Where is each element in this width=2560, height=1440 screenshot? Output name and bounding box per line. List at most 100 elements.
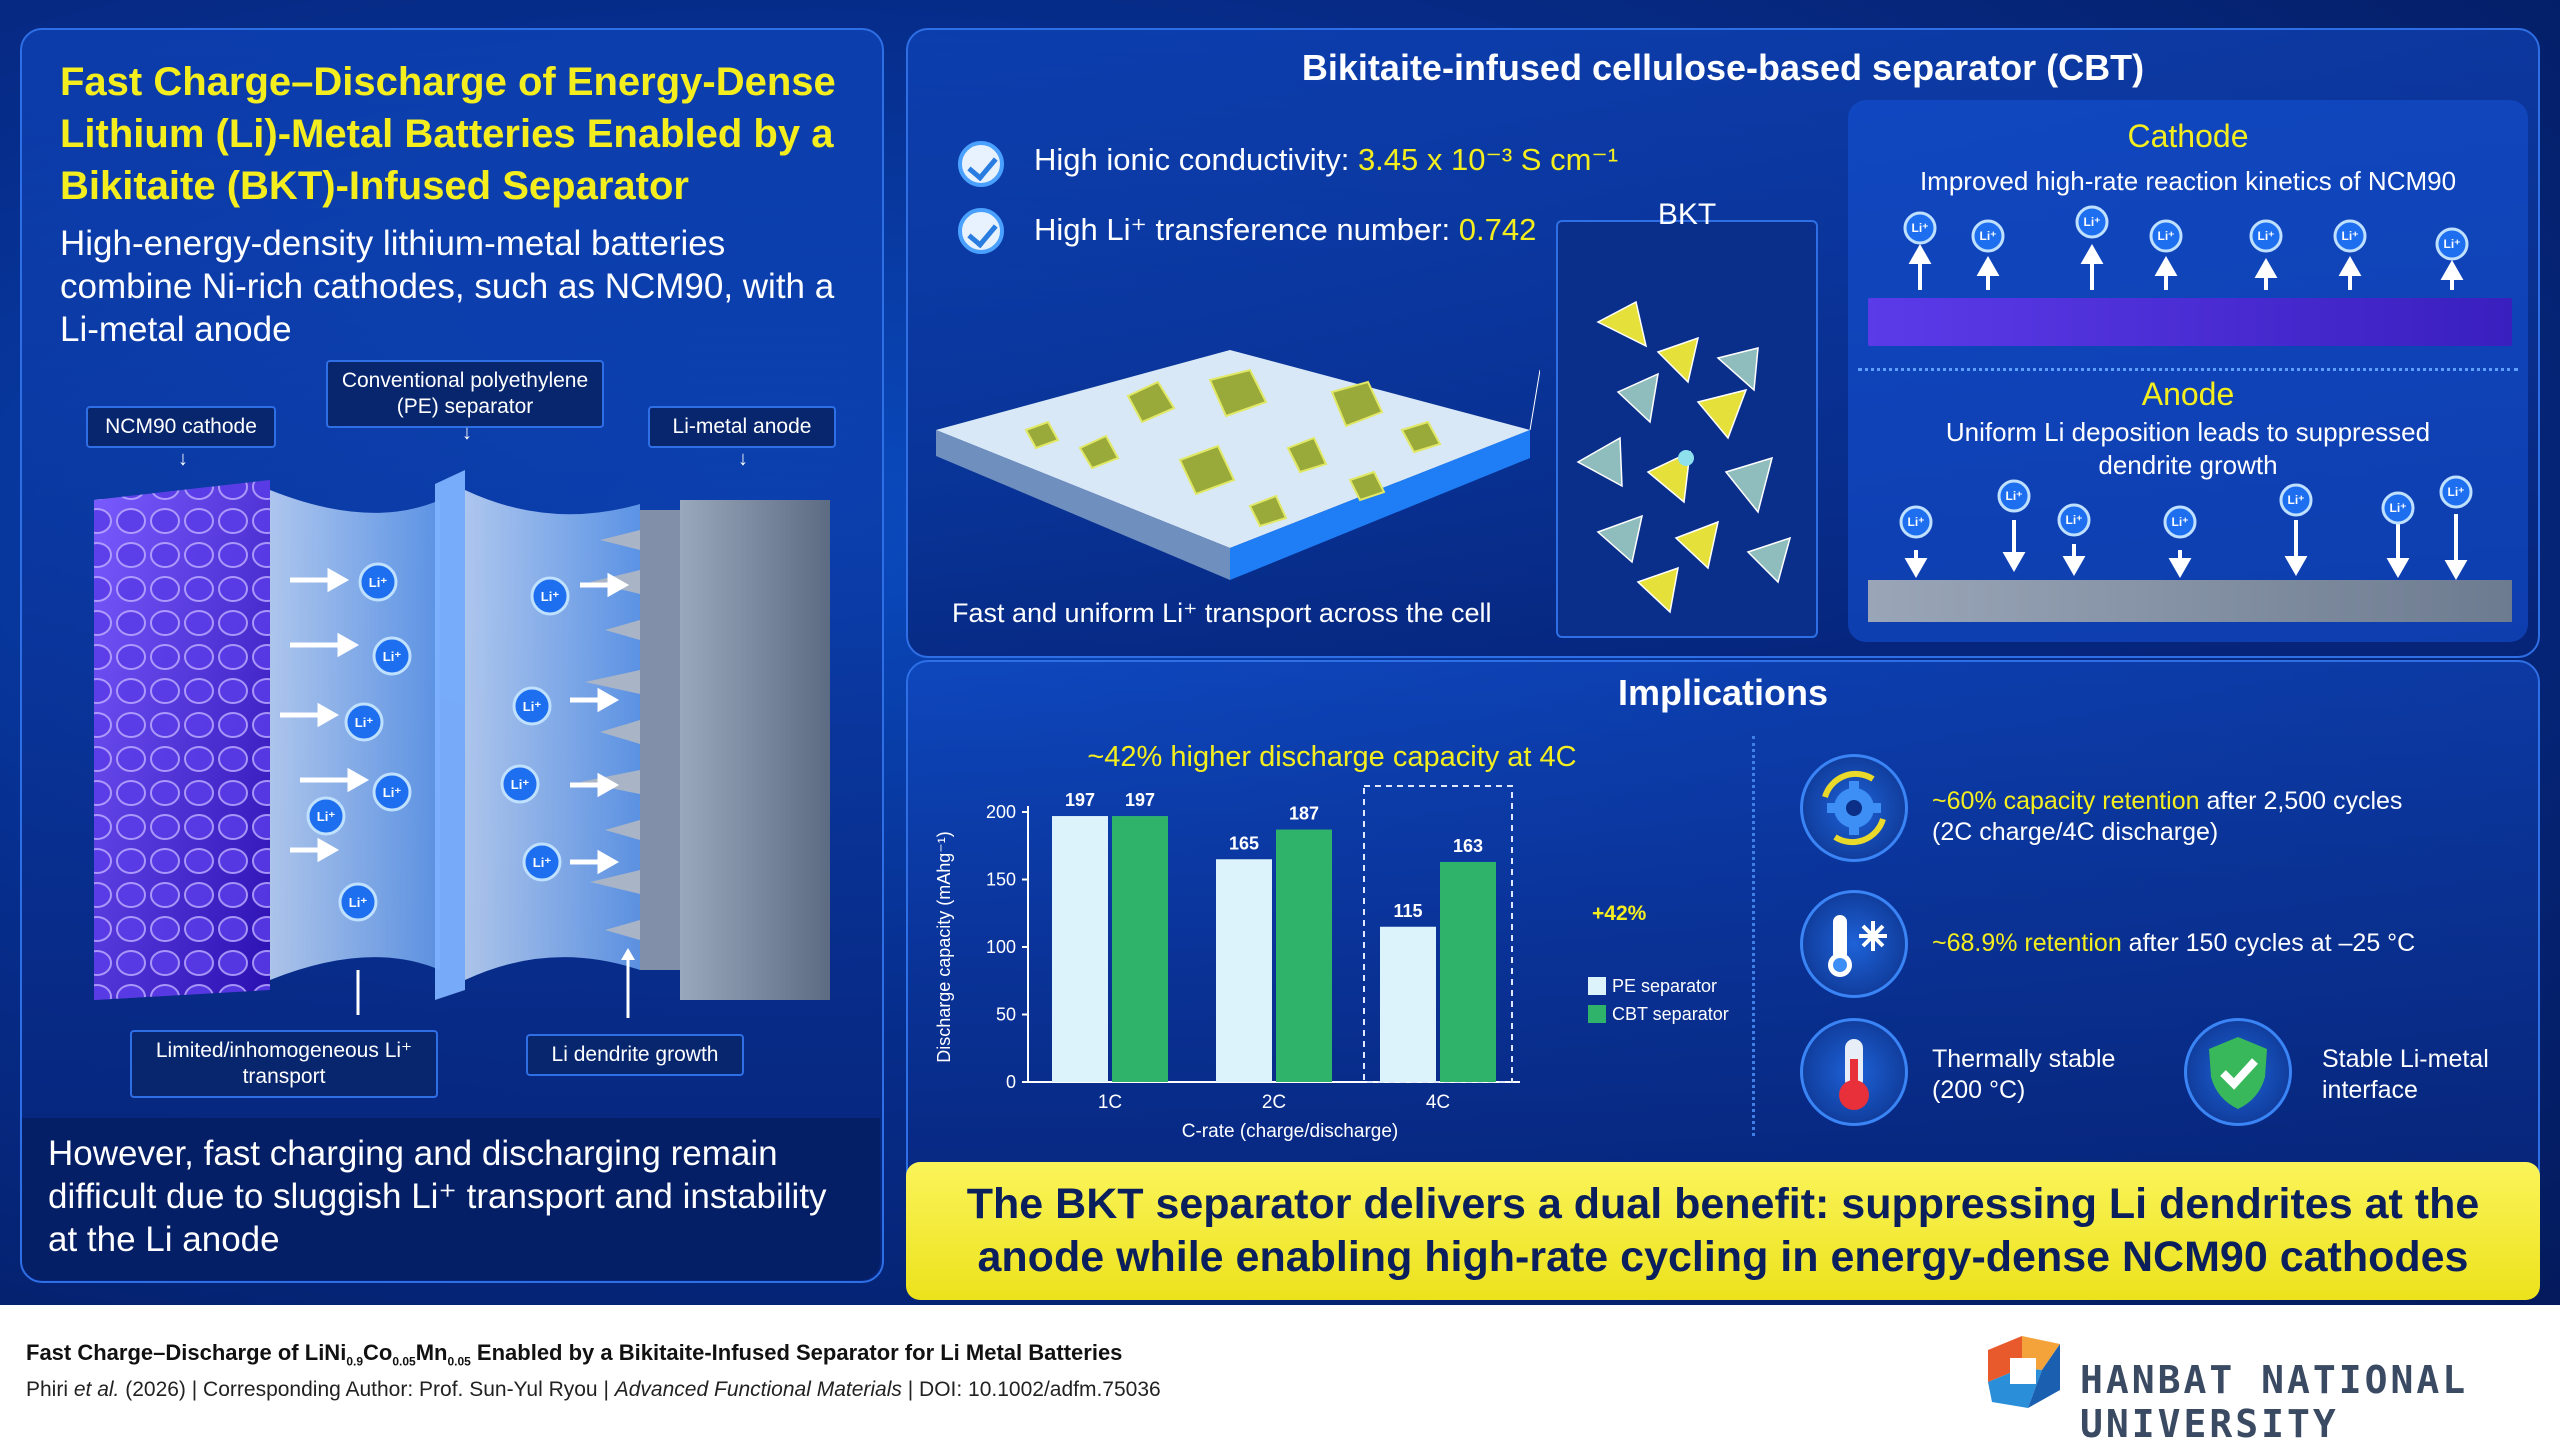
title-part: Mn [415,1340,448,1365]
bar [1380,926,1436,1082]
li-ion-label: Li⁺ [1980,229,1997,243]
property-value: 0.742 [1458,212,1537,247]
y-axis-label: Discharge capacity (mAhg⁻¹) [934,831,954,1063]
ref-journal: Advanced Functional Materials [614,1378,902,1401]
thermometer-snowflake-icon [1800,890,1908,998]
bar-value-label: 197 [1125,790,1155,810]
bar [1052,816,1108,1082]
university-logo [1988,1336,2060,1408]
university-name: HANBAT NATIONAL UNIVERSITY [2080,1358,2469,1440]
x-tick-label: 4C [1426,1092,1450,1113]
paper-reference: Phiri et al. (2026) | Corresponding Auth… [26,1378,1161,1402]
pe-separator-callout: Conventional polyethylene (PE) separator [326,360,604,428]
divider [1858,368,2518,371]
title-part: Co [363,1340,393,1365]
bar [1276,829,1332,1082]
ref-doi: | DOI: 10.1002/adfm.75036 [901,1378,1161,1401]
cathode-title: Cathode [2127,118,2249,154]
capacity-retention-text: ~60% capacity retention after 2,500 cycl… [1932,786,2402,848]
subscript: 0.05 [392,1354,416,1369]
implications-header: Implications [1617,672,1829,713]
bar-value-label: 187 [1289,804,1319,824]
subscript: 0.9 [346,1354,363,1369]
y-tick-label: 150 [986,870,1016,890]
li-ion-label: Li⁺ [541,589,560,604]
chart-title: ~42% higher discharge capacity at 4C [1087,741,1576,773]
bkt-label: BKT [1657,198,1717,231]
interface-line2: interface [2322,1076,2418,1104]
legend-swatch [1588,1005,1606,1023]
dendrite-growth-callout: Li dendrite growth [526,1034,744,1076]
li-ion-label: Li⁺ [1912,221,1929,235]
li-ion-label: Li⁺ [2172,515,2189,529]
retention-detail: after 2,500 cycles [2199,787,2403,815]
y-tick-label: 0 [1006,1072,1016,1092]
ref-details: (2026) | Corresponding Author: Prof. Sun… [119,1378,615,1401]
li-ion-label: Li⁺ [2258,229,2275,243]
bar-value-label: 165 [1229,833,1259,853]
bkt-structure-box: BKT [1556,198,1818,638]
discharge-capacity-chart: ~42% higher discharge capacity at 4C Dis… [934,741,1729,1142]
arrow-down-icon: ↓ [738,448,748,470]
transport-caption: Fast and uniform Li⁺ transport across th… [952,598,1492,628]
li-ion-label: Li⁺ [2444,237,2461,251]
infographic-main: Fast Charge–Discharge of Energy-Dense Li… [0,0,2560,1305]
cathode-layer [1868,298,2512,346]
divider [1752,736,1755,1136]
li-ion-label: Li⁺ [2158,229,2175,243]
thermal-line2: (200 °C) [1932,1076,2026,1104]
subscript: 0.05 [447,1354,471,1369]
property-label: High ionic conductivity: [1034,142,1358,177]
arrow-down-icon: ↓ [462,422,472,444]
li-ion-label: Li⁺ [383,785,402,800]
anode-title: Anode [2141,376,2235,412]
li-ion-label: Li⁺ [355,715,374,730]
ref-etal: et al. [73,1378,120,1401]
x-tick-label: 1C [1098,1092,1122,1113]
arrow-down-icon: ↓ [178,448,188,470]
retention-highlight: ~68.9% retention [1932,929,2122,957]
y-tick-label: 50 [996,1005,1016,1025]
property-value: 3.45 x 10⁻³ S cm⁻¹ [1357,142,1619,177]
bkt-crystal-structure [1576,300,1792,614]
thermometer-icon [1800,1018,1908,1126]
check-icon [958,208,1004,254]
li-ion-label: Li⁺ [2390,501,2407,515]
intro-text: High-energy-density lithium-metal batter… [60,224,835,349]
limited-transport-callout: Limited/inhomogeneous Li⁺ transport [130,1030,438,1098]
li-ion-label: Li⁺ [2066,513,2083,527]
li-ion-label: Li⁺ [349,895,368,910]
li-ion-label: Li⁺ [317,809,336,824]
transference-number-property: High Li⁺ transference number: 0.742 [1034,210,1536,250]
bar [1112,816,1168,1082]
legend-label: CBT separator [1612,1004,1729,1024]
check-icon [958,141,1004,187]
infographic-title: Fast Charge–Discharge of Energy-Dense Li… [60,60,836,208]
cycling-gear-icon [1800,754,1908,862]
highlight-box [1363,785,1513,1083]
anode-description: Uniform Li deposition leads to suppresse… [1945,417,2431,480]
ion-flux-arrows: Li⁺ Li⁺ Li⁺ Li⁺ Li⁺ Li⁺ Li⁺ Li⁺ Li⁺ Li⁺ … [1899,205,2473,581]
x-tick-label: 2C [1262,1092,1286,1113]
electrode-effects-box: Cathode Improved high-rate reaction kine… [1848,100,2528,642]
legend-label: PE separator [1612,976,1717,996]
retention-highlight: ~60% capacity retention [1932,787,2200,815]
bar-value-label: 163 [1453,836,1483,856]
bar-value-label: 115 [1393,901,1422,921]
thermal-line1: Thermally stable [1932,1045,2116,1073]
retention-condition: (2C charge/4C discharge) [1932,818,2219,846]
ref-authors: Phiri [26,1378,74,1401]
li-ion-label: Li⁺ [2006,489,2023,503]
li-ion-label: Li⁺ [2448,485,2465,499]
li-ion-label: Li⁺ [2084,215,2101,229]
y-tick-label: 100 [986,937,1016,957]
li-ion-label: Li⁺ [523,699,542,714]
li-ion-label: Li⁺ [1908,515,1925,529]
stable-interface-text: Stable Li-metal interface [2322,1044,2489,1106]
thermal-stability-text: Thermally stable (200 °C) [1932,1044,2115,1106]
increase-annotation: +42% [1592,902,1647,925]
ionic-conductivity-property: High ionic conductivity: 3.45 x 10⁻³ S c… [1034,140,1618,180]
li-ion-label: Li⁺ [2288,493,2305,507]
cell-illustration: Li⁺ Li⁺ Li⁺ Li⁺ Li⁺ Li⁺ Li⁺ Li⁺ Li⁺ Li⁺ [94,470,830,1018]
separator-slab-illustration [936,350,1540,580]
